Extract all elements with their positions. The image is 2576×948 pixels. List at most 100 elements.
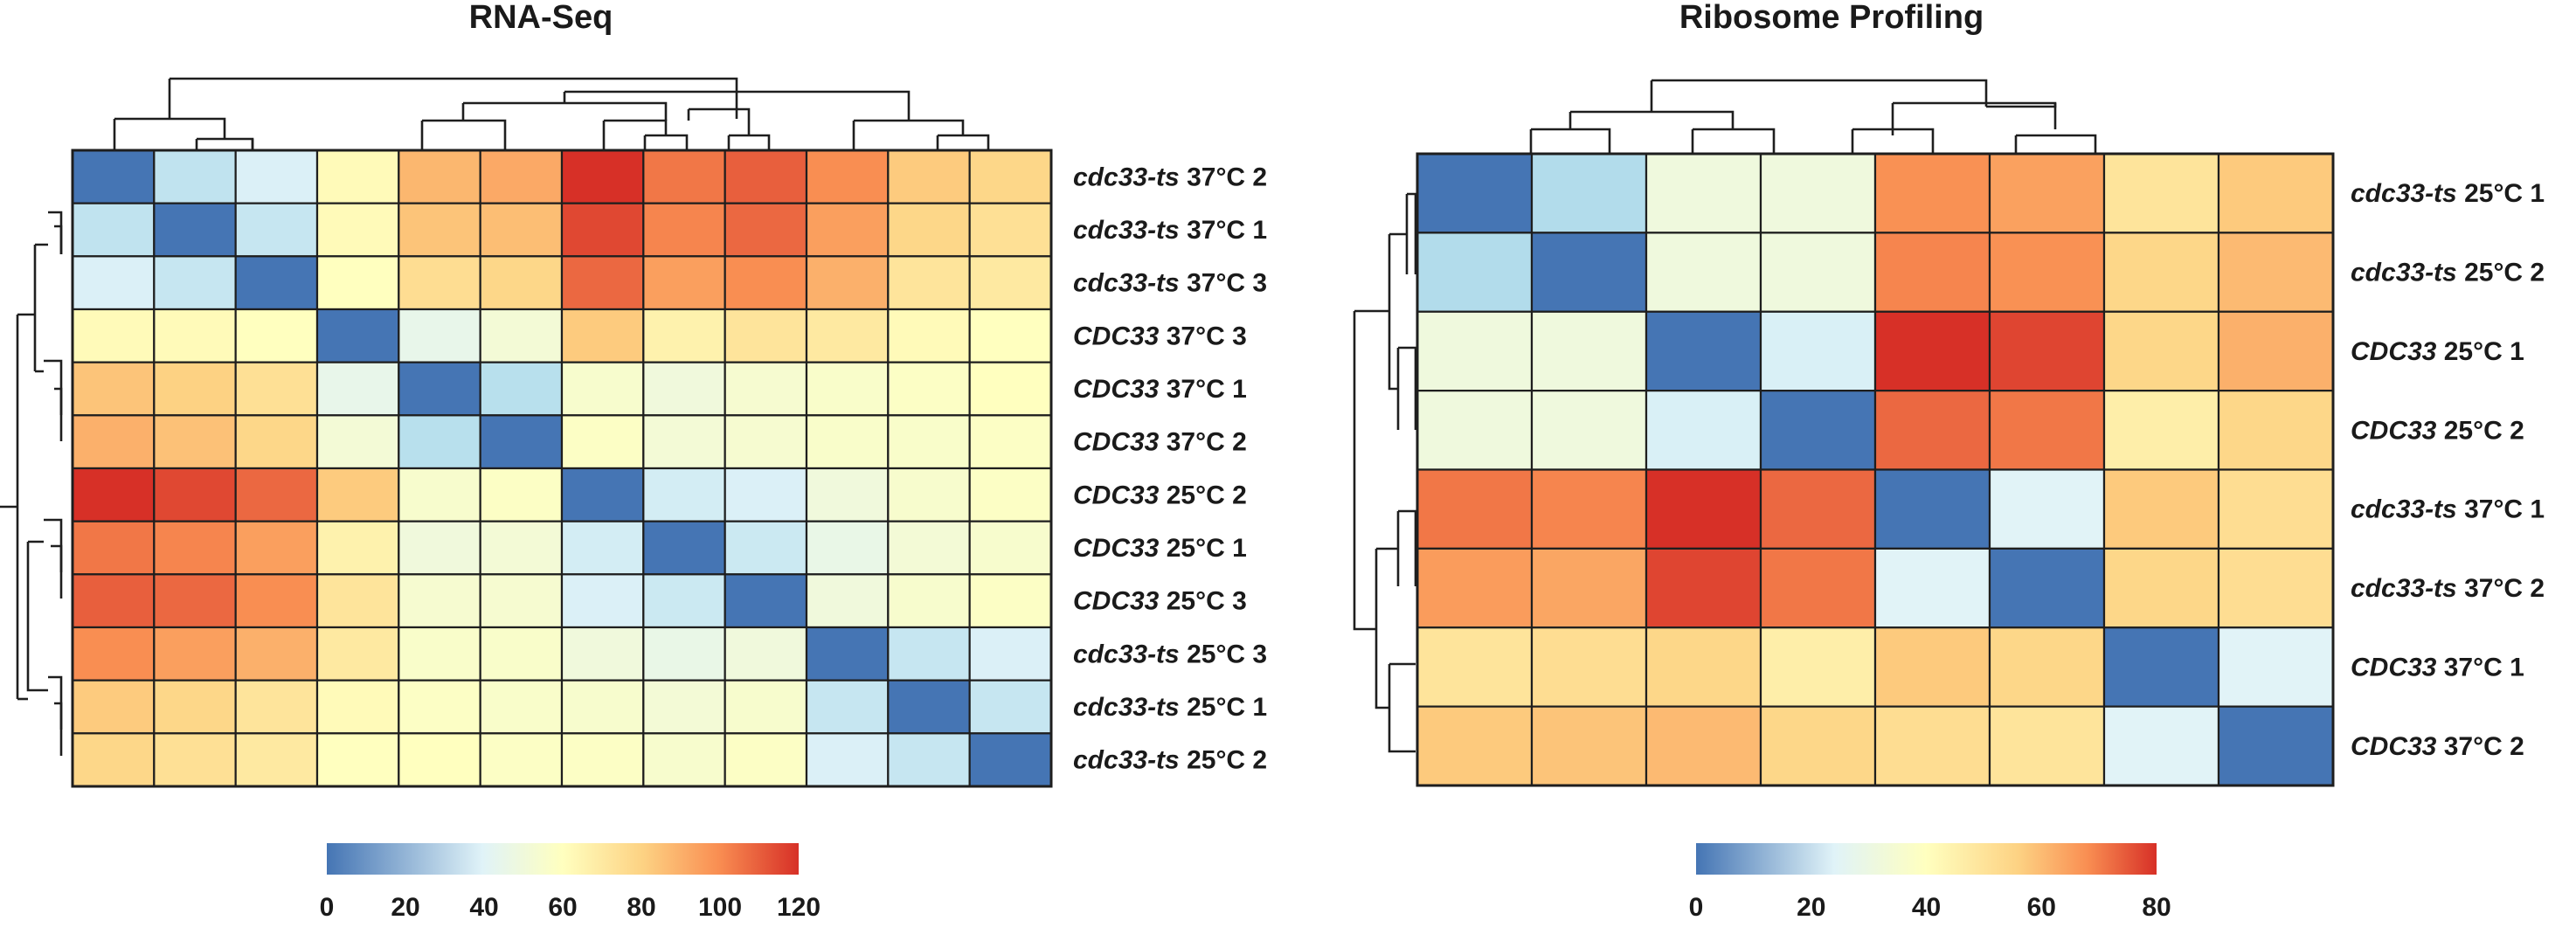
ribosome-cell-r1-c3 bbox=[1759, 232, 1877, 313]
rna-seq-cell-r7-c11 bbox=[968, 520, 1053, 576]
rna-seq-cell-r3-c3 bbox=[315, 308, 400, 363]
rna-seq-row-label-condition: 25°C 1 bbox=[1159, 534, 1246, 563]
rna-seq-row-label-gene: cdc33-ts bbox=[1073, 269, 1180, 298]
rna-seq-cell-r10-c0 bbox=[71, 679, 156, 735]
ribosome-cell-r0-c2 bbox=[1645, 152, 1762, 234]
rna-seq-cell-r1-c10 bbox=[887, 202, 971, 258]
ribosome-cell-r0-c4 bbox=[1873, 152, 1991, 234]
rna-seq-cell-r9-c5 bbox=[479, 626, 564, 682]
ribosome-cell-r4-c7 bbox=[2217, 468, 2335, 550]
rna-seq-row-label: CDC33 37°C 3 bbox=[1073, 322, 1247, 350]
ribosome-row-label: cdc33-ts 37°C 1 bbox=[2351, 495, 2545, 524]
rna-seq-cell-r1-c5 bbox=[479, 202, 564, 258]
ribosome-colorbar-tick-label: 20 bbox=[1797, 893, 1825, 922]
ribosome-cell-r3-c2 bbox=[1645, 390, 1762, 471]
ribosome-row-label-gene: CDC33 bbox=[2351, 653, 2437, 682]
rna-seq-cell-r8-c9 bbox=[805, 573, 890, 629]
ribosome-cell-r4-c4 bbox=[1873, 468, 1991, 550]
rna-seq-cell-r10-c7 bbox=[642, 679, 726, 735]
rna-seq-row-label: cdc33-ts 37°C 3 bbox=[1073, 269, 1267, 298]
ribosome-cell-r2-c2 bbox=[1645, 310, 1762, 392]
ribosome-cell-r2-c5 bbox=[1988, 310, 2106, 392]
ribosome-colorbar-tick-label: 60 bbox=[2027, 893, 2056, 922]
rna-seq-cell-r9-c6 bbox=[560, 626, 645, 682]
ribosome-cell-r2-c0 bbox=[1416, 310, 1534, 392]
rna-seq-colorbar-tick-label: 40 bbox=[469, 893, 498, 922]
rna-seq-cell-r10-c1 bbox=[153, 679, 237, 735]
rna-seq-row-label-condition: 25°C 2 bbox=[1180, 746, 1267, 775]
rna-seq-cell-r7-c3 bbox=[315, 520, 400, 576]
rna-seq-row-label: cdc33-ts 25°C 2 bbox=[1073, 746, 1267, 775]
rna-seq-colorbar bbox=[327, 843, 799, 875]
rna-seq-cell-r6-c7 bbox=[642, 467, 726, 522]
rna-seq-cell-r8-c0 bbox=[71, 573, 156, 629]
rna-seq-cell-r8-c3 bbox=[315, 573, 400, 629]
ribosome-cell-r4-c1 bbox=[1530, 468, 1648, 550]
ribosome-cell-r1-c1 bbox=[1530, 232, 1648, 313]
ribosome-cell-r6-c7 bbox=[2217, 626, 2335, 708]
ribosome-cell-r7-c3 bbox=[1759, 705, 1877, 787]
rna-seq-cell-r10-c4 bbox=[398, 679, 481, 735]
rna-seq-cell-r11-c3 bbox=[315, 732, 400, 788]
rna-seq-cell-r4-c11 bbox=[968, 361, 1053, 417]
rna-seq-cell-r5-c5 bbox=[479, 414, 564, 470]
rna-seq-cell-r11-c4 bbox=[398, 732, 481, 788]
rna-seq-cell-r5-c2 bbox=[234, 414, 319, 470]
ribosome-cell-r4-c6 bbox=[2102, 468, 2220, 550]
rna-seq-cell-r0-c0 bbox=[71, 149, 156, 204]
ribosome-profiling-panel: Ribosome Profiling cdc33-ts 25°C 1cdc33-… bbox=[1353, 0, 2545, 922]
rna-seq-colorbar-tick-label: 0 bbox=[320, 893, 335, 922]
ribosome-cell-r4-c0 bbox=[1416, 468, 1534, 550]
rna-seq-colorbar-ticks: 0 20 40 60 80 100 120 bbox=[320, 893, 821, 922]
rna-seq-row-label: cdc33-ts 25°C 1 bbox=[1073, 693, 1267, 722]
rna-seq-cell-r10-c3 bbox=[315, 679, 400, 735]
ribosome-cell-r3-c6 bbox=[2102, 390, 2220, 471]
rna-seq-cell-r8-c5 bbox=[479, 573, 564, 629]
ribosome-cell-r5-c7 bbox=[2217, 547, 2335, 629]
rna-seq-row-label-condition: 37°C 1 bbox=[1159, 375, 1246, 404]
ribosome-row-label: CDC33 37°C 1 bbox=[2351, 653, 2524, 682]
ribosome-cell-r5-c6 bbox=[2102, 547, 2220, 629]
rna-seq-cell-r3-c6 bbox=[560, 308, 645, 363]
ribosome-cell-r3-c5 bbox=[1988, 390, 2106, 471]
rna-seq-cell-r11-c10 bbox=[887, 732, 971, 788]
ribosome-cell-r2-c4 bbox=[1873, 310, 1991, 392]
rna-seq-cell-r8-c4 bbox=[398, 573, 481, 629]
rna-seq-cell-r10-c11 bbox=[968, 679, 1053, 735]
ribosome-cell-r7-c6 bbox=[2102, 705, 2220, 787]
rna-seq-cell-r7-c9 bbox=[805, 520, 890, 576]
ribosome-heatmap-frame bbox=[1416, 152, 2335, 787]
rna-seq-row-label-gene: cdc33-ts bbox=[1073, 693, 1180, 722]
rna-seq-cell-r4-c4 bbox=[398, 361, 481, 417]
rna-seq-cell-r7-c6 bbox=[560, 520, 645, 576]
ribosome-cell-r2-c7 bbox=[2217, 310, 2335, 392]
rna-seq-cell-r2-c7 bbox=[642, 255, 726, 311]
rna-seq-cell-r0-c11 bbox=[968, 149, 1053, 204]
rna-seq-cell-r3-c0 bbox=[71, 308, 156, 363]
ribosome-cell-r5-c0 bbox=[1416, 547, 1534, 629]
ribosome-cell-r3-c1 bbox=[1530, 390, 1648, 471]
rna-seq-cell-r0-c10 bbox=[887, 149, 971, 204]
rna-seq-column-dendrogram bbox=[113, 77, 990, 150]
rna-seq-cell-r9-c4 bbox=[398, 626, 481, 682]
rna-seq-cell-r0-c5 bbox=[479, 149, 564, 204]
rna-seq-cell-r0-c9 bbox=[805, 149, 890, 204]
rna-seq-cell-r8-c11 bbox=[968, 573, 1053, 629]
rna-seq-cell-r5-c7 bbox=[642, 414, 726, 470]
rna-seq-row-label: cdc33-ts 37°C 1 bbox=[1073, 216, 1267, 245]
rna-seq-cell-r1-c2 bbox=[234, 202, 319, 258]
ribosome-row-label-condition: 37°C 2 bbox=[2457, 574, 2545, 603]
rna-seq-cell-r0-c3 bbox=[315, 149, 400, 204]
rna-seq-cell-r7-c1 bbox=[153, 520, 237, 576]
rna-seq-cell-r1-c3 bbox=[315, 202, 400, 258]
ribosome-row-label-condition: 25°C 2 bbox=[2436, 416, 2524, 445]
ribosome-cell-r6-c2 bbox=[1645, 626, 1762, 708]
ribosome-cell-r7-c7 bbox=[2217, 705, 2335, 787]
rna-seq-row-label-condition: 25°C 3 bbox=[1159, 587, 1246, 616]
rna-seq-row-label-gene: CDC33 bbox=[1073, 481, 1160, 509]
ribosome-cell-r1-c0 bbox=[1416, 232, 1534, 313]
rna-seq-cell-r10-c9 bbox=[805, 679, 890, 735]
rna-seq-heatmap-frame bbox=[71, 149, 1053, 788]
rna-seq-cell-r8-c1 bbox=[153, 573, 237, 629]
rna-seq-cell-r8-c7 bbox=[642, 573, 726, 629]
